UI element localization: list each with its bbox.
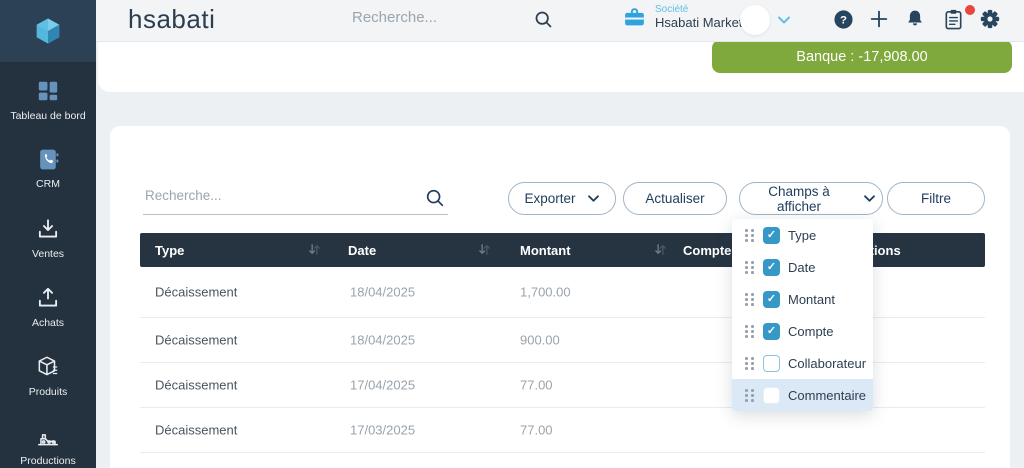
global-search-input[interactable]	[350, 8, 534, 27]
sidebar-nav: Tableau de bord CRM	[0, 65, 96, 468]
search-icon[interactable]	[533, 9, 554, 30]
table-search-input[interactable]	[143, 184, 413, 203]
transactions-card: Exporter Actualiser Champs à afficher Fi…	[110, 126, 1010, 468]
chevron-down-icon	[587, 194, 600, 203]
help-icon[interactable]: ?	[833, 9, 854, 30]
chevron-down-icon[interactable]	[777, 15, 791, 25]
drag-handle-icon[interactable]	[745, 324, 755, 338]
field-option-date[interactable]: Date	[732, 251, 873, 283]
gem-logo-icon	[33, 16, 63, 46]
fields-dropdown: Type Date Montant Compte Collaborateur C…	[732, 219, 873, 411]
sidebar-item-achats[interactable]: Achats	[0, 272, 96, 341]
sidebar-item-productions[interactable]: Productions	[0, 410, 96, 468]
company-name: Hsabati Marketing	[655, 14, 760, 30]
company-label: Société	[655, 4, 689, 15]
header-bar: hsabati Société Hsabati Marketing	[96, 0, 1024, 42]
notification-badge	[965, 5, 975, 15]
column-header-montant[interactable]: Montant	[520, 242, 571, 258]
checkbox-checked[interactable]	[763, 226, 780, 244]
plus-icon[interactable]	[868, 8, 890, 30]
drag-handle-icon[interactable]	[745, 292, 755, 306]
factory-icon	[35, 423, 61, 449]
drag-handle-icon[interactable]	[745, 228, 755, 242]
field-option-commentaire[interactable]: Commentaire	[732, 379, 873, 411]
column-header-date[interactable]: Date	[348, 242, 377, 258]
bank-balance-banner: Banque : -17,908.00	[712, 40, 1012, 73]
drag-handle-icon[interactable]	[745, 260, 755, 274]
field-option-montant[interactable]: Montant	[732, 283, 873, 315]
company-switcher[interactable]: Société Hsabati Marketing	[622, 4, 760, 30]
checkbox-checked[interactable]	[763, 258, 780, 276]
column-header-compte[interactable]: Compte	[683, 242, 732, 258]
table-body: Décaissement 18/04/2025 1,700.00 Décaiss…	[140, 267, 985, 468]
table-row[interactable]: Décaissement 18/04/2025 1,700.00	[140, 267, 985, 318]
download-tray-icon	[35, 216, 61, 242]
sidebar-item-tableau-de-bord[interactable]: Tableau de bord	[0, 65, 96, 134]
checkbox-unchecked[interactable]	[763, 354, 780, 372]
sidebar-item-label: Productions	[20, 454, 76, 467]
bell-icon[interactable]	[904, 8, 926, 30]
gear-icon[interactable]	[979, 8, 1001, 30]
column-header-type[interactable]: Type	[155, 242, 185, 258]
sort-icon[interactable]	[478, 243, 491, 256]
drag-handle-icon[interactable]	[745, 356, 755, 370]
filter-button[interactable]: Filtre	[887, 182, 985, 215]
table-row[interactable]: Décaissement 17/04/2025 77.00	[140, 363, 985, 408]
fields-to-display-button[interactable]: Champs à afficher	[739, 182, 883, 215]
clipboard-icon[interactable]	[942, 8, 965, 31]
sidebar-item-label: Tableau de bord	[10, 109, 86, 122]
sidebar-item-label: CRM	[36, 178, 60, 190]
sidebar-logo[interactable]	[0, 0, 96, 62]
sidebar: Tableau de bord CRM	[0, 0, 96, 468]
table-row[interactable]: Décaissement 17/03/2025 77.00	[140, 453, 985, 468]
sort-icon[interactable]	[308, 243, 321, 256]
field-option-type[interactable]: Type	[732, 219, 873, 251]
export-button[interactable]: Exporter	[508, 182, 616, 215]
box-icon	[35, 354, 61, 380]
checkbox-checked[interactable]	[763, 290, 780, 308]
sidebar-item-label: Produits	[28, 385, 68, 398]
contact-book-icon	[36, 147, 61, 172]
table-row[interactable]: Décaissement 18/04/2025 900.00	[140, 318, 985, 363]
drag-handle-icon[interactable]	[745, 388, 755, 402]
brand-logo[interactable]: hsabati	[128, 4, 216, 34]
sort-icon[interactable]	[654, 243, 667, 256]
field-option-collaborateur[interactable]: Collaborateur	[732, 347, 873, 379]
sidebar-item-label: Ventes	[31, 247, 65, 260]
chevron-down-icon	[863, 194, 876, 203]
bank-balance-text: Banque : -17,908.00	[796, 48, 928, 65]
table-row[interactable]: Décaissement 17/03/2025 77.00	[140, 408, 985, 453]
briefcase-icon	[622, 5, 647, 30]
sidebar-item-crm[interactable]: CRM	[0, 134, 96, 203]
avatar[interactable]	[740, 5, 770, 35]
sidebar-item-label: Achats	[31, 316, 65, 329]
upload-tray-icon	[35, 285, 61, 311]
sidebar-item-ventes[interactable]: Ventes	[0, 203, 96, 272]
table-search	[143, 184, 448, 215]
svg-text:?: ?	[840, 15, 847, 27]
dashboard-grid-icon	[35, 78, 61, 104]
sidebar-item-produits[interactable]: Produits	[0, 341, 96, 410]
checkbox-checked[interactable]	[763, 322, 780, 340]
field-option-compte[interactable]: Compte	[732, 315, 873, 347]
refresh-button[interactable]: Actualiser	[623, 182, 727, 215]
checkbox-unchecked[interactable]	[763, 386, 780, 404]
